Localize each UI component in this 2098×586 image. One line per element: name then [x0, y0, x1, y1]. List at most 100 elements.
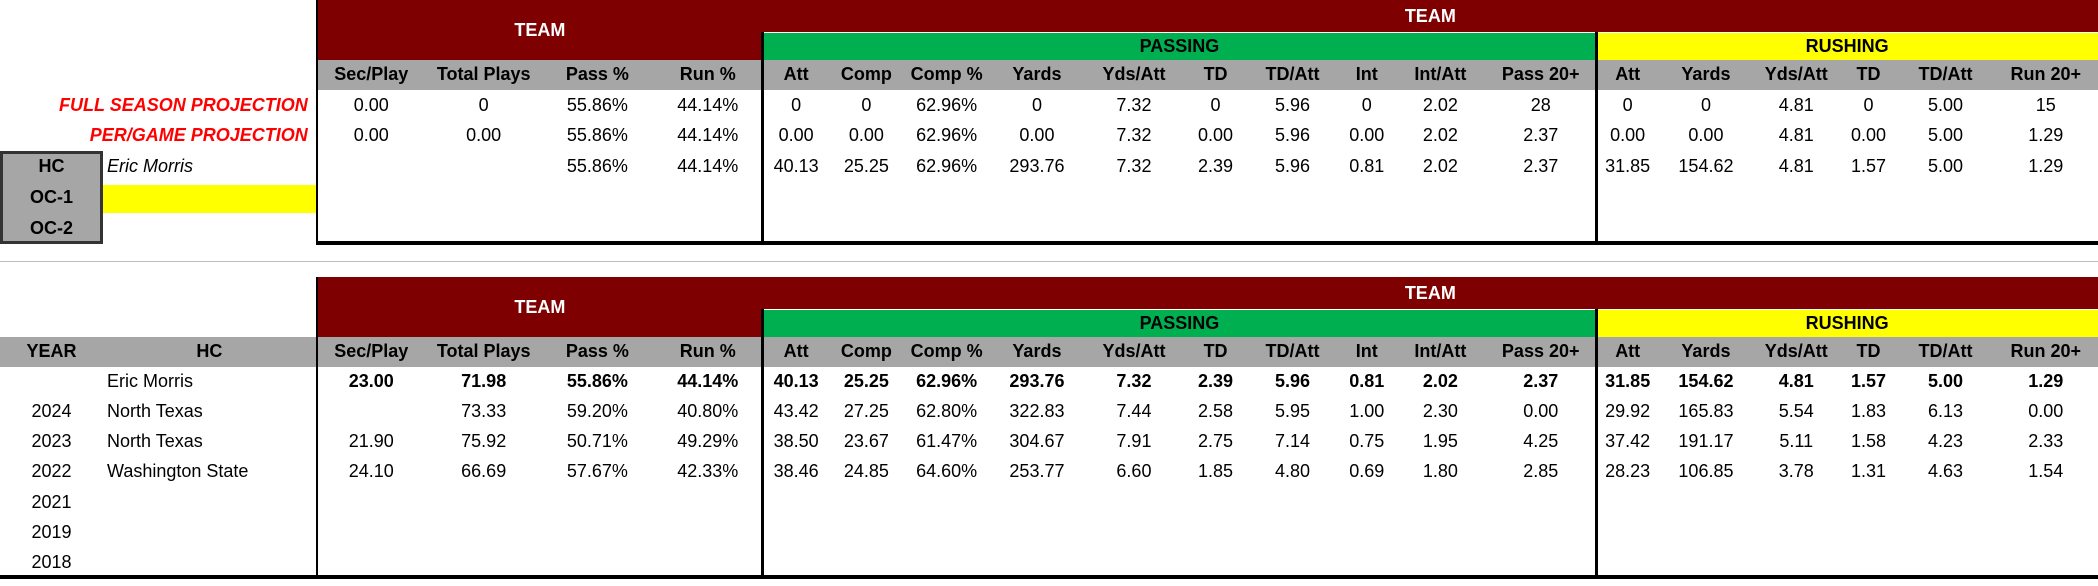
cell: 0.00	[1198, 125, 1234, 146]
cell: 44.14%	[677, 371, 739, 392]
cell: 66.69	[461, 461, 507, 482]
cell: 191.17	[1678, 431, 1734, 452]
column-header: Sec/Play	[334, 64, 409, 85]
column-header: TD/Att	[1265, 341, 1320, 362]
cell: 1.31	[1850, 461, 1887, 482]
cell: 57.67%	[566, 461, 628, 482]
cell: 2.02	[1422, 125, 1458, 146]
cell: 5.00	[1927, 156, 1963, 177]
column-header: Att	[1615, 341, 1641, 362]
cell: 43.42	[773, 401, 819, 422]
cell: 2.39	[1198, 371, 1234, 392]
cell: 0.81	[1349, 156, 1385, 177]
cell: 0.00	[353, 125, 389, 146]
cell: 44.14%	[677, 94, 739, 115]
column-header: Total Plays	[436, 64, 531, 85]
cell: 2.37	[1523, 125, 1559, 146]
cell: 55.86%	[566, 125, 628, 146]
cell: 62.96%	[916, 156, 978, 177]
cell: 4.63	[1927, 461, 1963, 482]
cell: 2.02	[1422, 156, 1458, 177]
year: 2022	[31, 461, 72, 482]
cell: 55.86%	[566, 94, 628, 115]
year: 2021	[31, 491, 72, 512]
column-header: TD/Att	[1918, 64, 1973, 85]
cell: 4.23	[1927, 431, 1963, 452]
cell: 71.98	[461, 371, 507, 392]
cell: 1.54	[2028, 461, 2064, 482]
column-header: Yds/Att	[1764, 64, 1828, 85]
column-header: Int/Att	[1414, 64, 1467, 85]
cell: 154.62	[1678, 156, 1734, 177]
staff-role: HC	[38, 156, 65, 177]
divider	[315, 276, 319, 578]
divider	[1594, 32, 1598, 244]
divider	[315, 0, 319, 244]
column-header: Pass 20+	[1501, 64, 1580, 85]
cell: 62.96%	[916, 371, 978, 392]
cell: 4.25	[1523, 431, 1559, 452]
cell: 0.00	[1850, 125, 1887, 146]
cell: 40.13	[773, 371, 819, 392]
passing-header: PASSING	[762, 309, 1597, 338]
projection-label: PER/GAME PROJECTION	[89, 125, 308, 146]
cell: 0.00	[1349, 125, 1385, 146]
cell: 2.30	[1422, 401, 1458, 422]
staff-role: OC-1	[30, 186, 74, 207]
column-header: Comp	[840, 64, 892, 85]
cell: 62.96%	[916, 125, 978, 146]
cell: 37.42	[1605, 431, 1651, 452]
cell: 1.29	[2028, 371, 2064, 392]
year: 2023	[31, 431, 72, 452]
cell: 44.14%	[677, 125, 739, 146]
column-header: Run 20+	[2010, 341, 2082, 362]
rushing-header: RUSHING	[1596, 309, 2098, 338]
cell: 7.32	[1116, 125, 1152, 146]
column-header: Yards	[1681, 64, 1731, 85]
cell: 0	[791, 94, 802, 115]
cell: 5.54	[1778, 401, 1814, 422]
bottom-border	[315, 240, 2098, 245]
cell: 5.96	[1274, 94, 1311, 115]
cell: 2.37	[1523, 156, 1559, 177]
cell: 7.32	[1116, 371, 1152, 392]
cell: 4.80	[1274, 461, 1311, 482]
cell: 4.81	[1778, 125, 1814, 146]
cell: 4.81	[1778, 94, 1814, 115]
column-header: TD/Att	[1265, 64, 1320, 85]
column-header: Yds/Att	[1764, 341, 1828, 362]
column-header: TD	[1203, 64, 1228, 85]
team-header: TEAM	[317, 0, 763, 61]
column-header: Int/Att	[1414, 341, 1467, 362]
cell: 31.85	[1605, 156, 1651, 177]
divider	[761, 32, 764, 244]
cell: 25.25	[843, 156, 889, 177]
cell: 1.85	[1198, 461, 1234, 482]
year-header: YEAR	[26, 341, 77, 362]
year: 2019	[31, 521, 72, 542]
cell: 2.37	[1523, 371, 1559, 392]
cell: 62.96%	[916, 94, 978, 115]
cell: 49.29%	[677, 431, 739, 452]
cell: 0.81	[1349, 371, 1385, 392]
coach: Washington State	[107, 461, 249, 482]
cell: 0.00	[1019, 125, 1055, 146]
column-header: Yards	[1012, 341, 1062, 362]
cell: 1.00	[1349, 401, 1385, 422]
cell: 253.77	[1009, 461, 1065, 482]
cell: 2.75	[1198, 431, 1234, 452]
cell: 0.69	[1349, 461, 1385, 482]
column-header: Comp %	[910, 341, 983, 362]
cell: 322.83	[1009, 401, 1065, 422]
column-header: Yds/Att	[1102, 64, 1166, 85]
cell: 5.96	[1274, 371, 1311, 392]
cell: 6.13	[1927, 401, 1963, 422]
cell: 2.33	[2028, 431, 2064, 452]
cell: 0	[1700, 94, 1711, 115]
column-header: Int	[1355, 341, 1378, 362]
header-band	[0, 337, 2098, 367]
cell: 0.00	[466, 125, 502, 146]
column-header: Sec/Play	[334, 341, 409, 362]
cell: 25.25	[843, 371, 889, 392]
cell: 31.85	[1605, 371, 1651, 392]
